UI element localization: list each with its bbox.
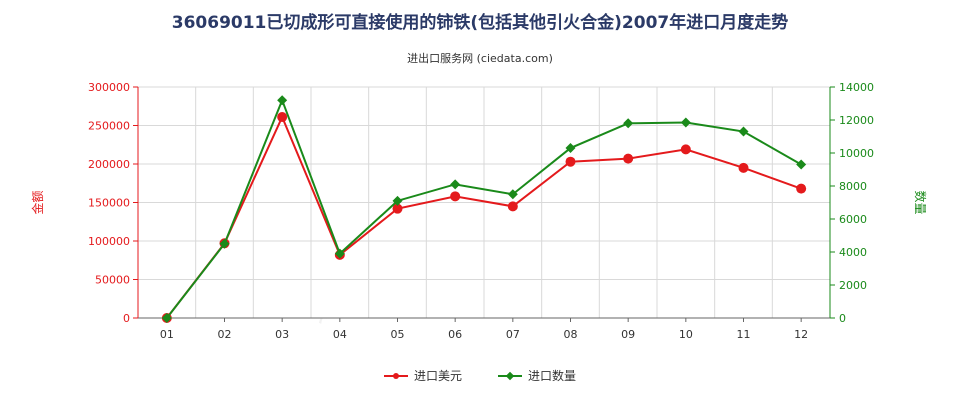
x-tick-label: 11 [737,328,751,341]
y-right-tick-label: 0 [839,312,846,325]
y-left-tick-label: 250000 [88,120,130,133]
data-point-amount [450,191,461,202]
data-point-quantity [161,313,172,323]
data-point-quantity [334,248,345,259]
x-tick-label: 03 [275,328,289,341]
data-point-amount [507,201,518,212]
data-point-amount [680,144,691,155]
x-tick-label: 01 [160,328,174,341]
data-point-quantity [219,238,230,249]
y-left-tick-label: 50000 [95,274,130,287]
x-tick-label: 08 [564,328,578,341]
y-right-tick-label: 2000 [839,279,867,292]
y-left-axis-title: 金额 [30,190,45,214]
x-tick-label: 12 [794,328,808,341]
data-point-quantity [392,195,403,206]
x-tick-label: 09 [621,328,635,341]
chart-legend: 进口美元 进口数量 [0,367,960,384]
data-point-amount [623,153,634,164]
y-right-tick-label: 4000 [839,246,867,259]
data-point-amount [277,112,288,123]
y-left-tick-label: 150000 [88,197,130,210]
data-point-quantity [507,189,518,200]
data-point-amount [565,156,576,167]
data-point-amount [796,183,807,194]
y-left-tick-label: 300000 [88,81,130,94]
x-tick-label: 04 [333,328,347,341]
legend-item-quantity[interactable]: 进口数量 [498,367,576,384]
y-right-tick-label: 12000 [839,114,874,127]
data-point-quantity [565,143,576,154]
x-tick-label: 05 [391,328,405,341]
data-point-quantity [450,179,461,190]
y-left-tick-label: 200000 [88,158,130,171]
series-line-amount [166,114,802,319]
x-tick-label: 06 [448,328,462,341]
series-line-quantity [166,97,802,319]
data-point-quantity [796,159,807,170]
x-tick-label: 02 [218,328,232,341]
x-tick-label: 10 [679,328,693,341]
x-tick-label: 07 [506,328,520,341]
legend-label-amount: 进口美元 [413,369,462,383]
y-left-tick-label: 100000 [88,235,130,248]
data-point-amount [392,203,403,214]
data-point-quantity [680,117,691,128]
legend-swatch-amount [383,371,408,381]
legend-label-quantity: 进口数量 [528,369,577,383]
y-right-tick-label: 8000 [839,180,867,193]
chart-title: 36069011已切成形可直接使用的铈铁(包括其他引火合金)2007年进口月度走… [171,13,789,33]
data-point-quantity [277,95,288,106]
data-point-quantity [623,118,634,129]
y-right-axis-title: 数量 [913,190,928,214]
y-left-tick-label: 0 [123,312,130,325]
legend-swatch-quantity [498,371,522,381]
y-right-tick-label: 10000 [839,147,874,160]
y-right-tick-label: 6000 [839,213,867,226]
data-point-quantity [738,126,749,137]
chart-subtitle: 进出口服务网 (ciedata.com) [407,52,553,65]
legend-item-amount[interactable]: 进口美元 [383,367,462,384]
data-point-amount [738,162,749,173]
y-right-tick-label: 14000 [839,81,874,94]
